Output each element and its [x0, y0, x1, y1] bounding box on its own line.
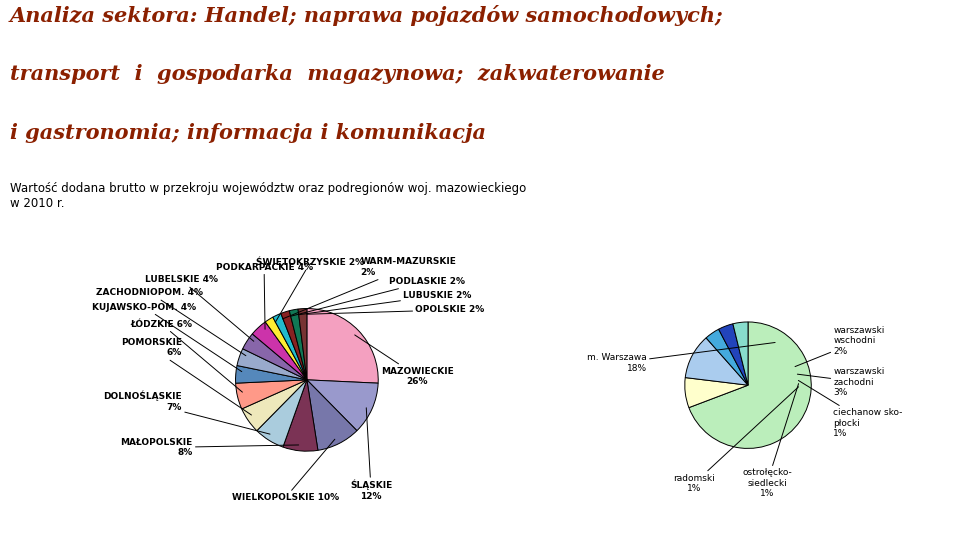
- Text: warszawski
wschodni
2%: warszawski wschodni 2%: [795, 326, 885, 366]
- Text: ŚWIĘTOKRZYSKIE 2%: ŚWIĘTOKRZYSKIE 2%: [256, 257, 364, 323]
- Wedge shape: [236, 380, 307, 409]
- Text: MAŁOPOLSKIE
8%: MAŁOPOLSKIE 8%: [121, 438, 298, 457]
- Text: POMORSKIE
6%: POMORSKIE 6%: [121, 338, 251, 415]
- Text: i gastronomia; informacja i komunikacja: i gastronomia; informacja i komunikacja: [10, 123, 485, 143]
- Wedge shape: [307, 380, 378, 431]
- Text: radomski
1%: radomski 1%: [673, 387, 799, 493]
- Text: PODLASKIE 2%: PODLASKIE 2%: [291, 277, 465, 316]
- Text: MAZOWIECKIE
26%: MAZOWIECKIE 26%: [355, 335, 454, 386]
- Text: DOLNOŚLĄSKIE
7%: DOLNOŚLĄSKIE 7%: [104, 391, 270, 434]
- Text: Analiza sektora: Handel; naprawa pojazdów samochodowych;: Analiza sektora: Handel; naprawa pojazdó…: [10, 5, 723, 26]
- Text: LUBELSKIE 4%: LUBELSKIE 4%: [145, 276, 254, 341]
- Text: transport  i  gospodarka  magazynowa;  zakwaterowanie: transport i gospodarka magazynowa; zakwa…: [10, 64, 665, 84]
- Text: ZACHODNIOPOM. 4%: ZACHODNIOPOM. 4%: [97, 288, 246, 356]
- Wedge shape: [243, 334, 307, 380]
- Text: ciechanow sko-
płocki
1%: ciechanow sko- płocki 1%: [799, 380, 902, 438]
- Text: ŁÓDZKIE 6%: ŁÓDZKIE 6%: [130, 320, 243, 392]
- Wedge shape: [283, 380, 318, 451]
- Wedge shape: [266, 317, 307, 380]
- Text: ŚLĄSKIE
12%: ŚLĄSKIE 12%: [350, 408, 392, 501]
- Text: Wartość dodana brutto w przekroju województw oraz podregionów woj. mazowieckiego: Wartość dodana brutto w przekroju wojewó…: [10, 182, 526, 210]
- Text: WIELKOPOLSKIE 10%: WIELKOPOLSKIE 10%: [232, 439, 339, 502]
- Text: ostrołęcko-
siedlecki
1%: ostrołęcko- siedlecki 1%: [742, 384, 799, 498]
- Text: PODKARPACKIE 4%: PODKARPACKIE 4%: [216, 263, 313, 329]
- Wedge shape: [298, 309, 307, 380]
- Wedge shape: [272, 314, 307, 380]
- Wedge shape: [237, 349, 307, 380]
- Wedge shape: [706, 329, 748, 385]
- Wedge shape: [290, 309, 307, 380]
- Wedge shape: [307, 309, 378, 383]
- Wedge shape: [686, 338, 748, 385]
- Wedge shape: [718, 324, 748, 385]
- Wedge shape: [307, 380, 357, 450]
- Wedge shape: [733, 322, 748, 385]
- Wedge shape: [689, 322, 811, 448]
- Wedge shape: [236, 365, 307, 383]
- Wedge shape: [257, 380, 307, 447]
- Text: m. Warszawa
18%: m. Warszawa 18%: [587, 342, 775, 373]
- Text: WARM-MAZURSKIE
2%: WARM-MAZURSKIE 2%: [283, 257, 456, 319]
- Text: LUBUSKIE 2%: LUBUSKIE 2%: [298, 291, 472, 315]
- Text: KUJAWSKO-POM. 4%: KUJAWSKO-POM. 4%: [92, 303, 242, 372]
- Text: warszawski
zachodni
3%: warszawski zachodni 3%: [797, 367, 885, 397]
- Wedge shape: [281, 311, 307, 380]
- Wedge shape: [242, 380, 307, 431]
- Wedge shape: [252, 322, 307, 380]
- Text: OPOLSKIE 2%: OPOLSKIE 2%: [307, 305, 484, 315]
- Wedge shape: [685, 378, 748, 408]
